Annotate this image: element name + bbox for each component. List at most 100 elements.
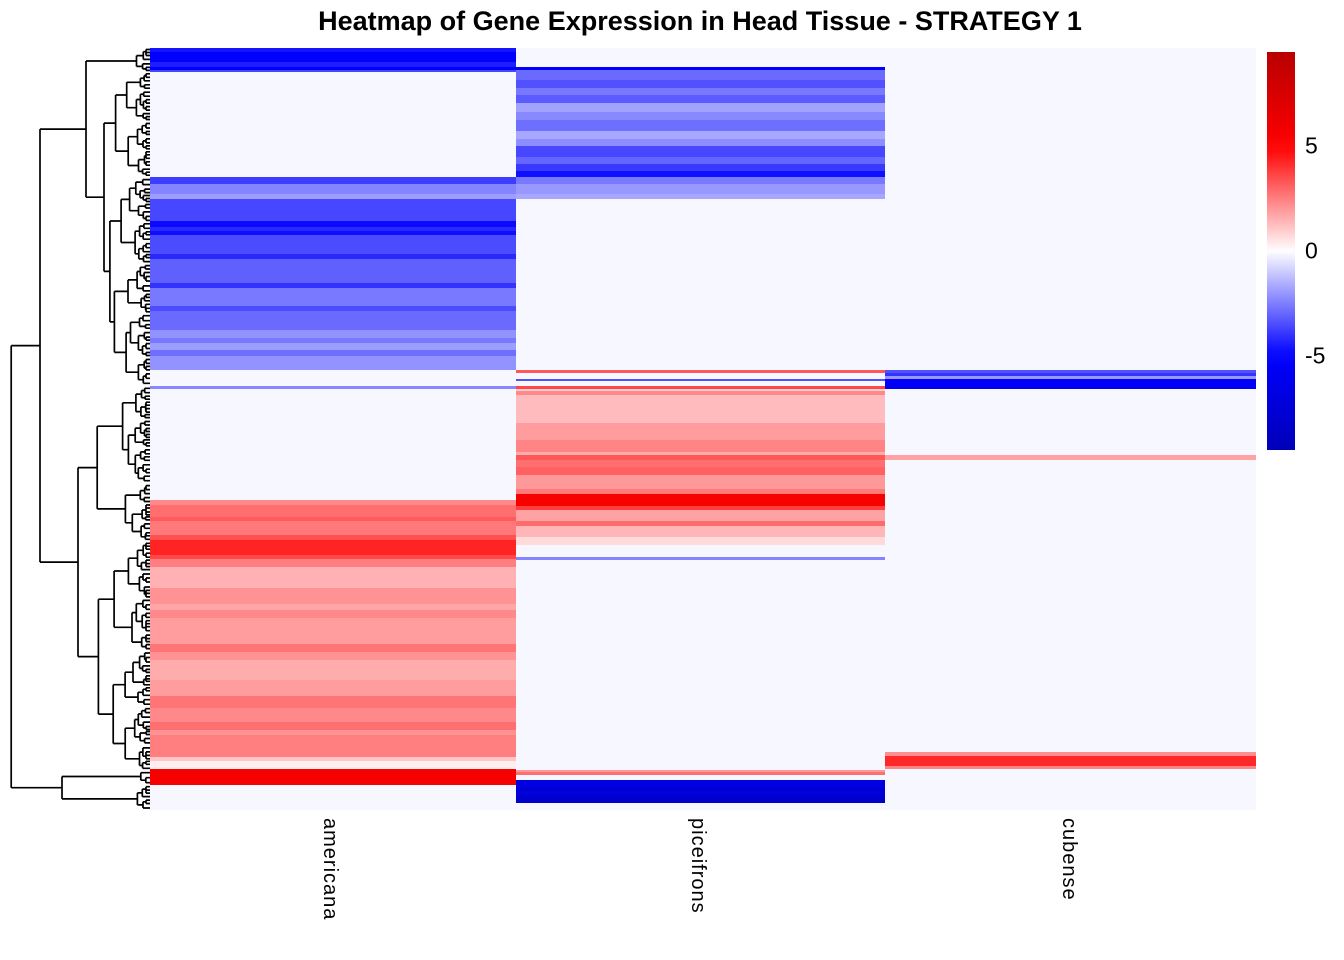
chart-title: Heatmap of Gene Expression in Head Tissu… [318, 6, 1082, 36]
heatmap-cell-band [150, 785, 516, 810]
heatmap-cell-band [516, 489, 885, 495]
heatmap-cell-band [150, 51, 516, 62]
column-label-piceifrons: piceifrons [687, 818, 709, 914]
heatmap-cell-band [150, 258, 516, 284]
heatmap-cell-band [516, 455, 885, 461]
heatmap-cell-band [516, 536, 885, 545]
heatmap-cell-band [516, 378, 885, 381]
heatmap-cell-band [150, 757, 516, 762]
heatmap-cell-band [150, 695, 516, 708]
heatmap-grid [150, 48, 1256, 810]
heatmap-cell-band [150, 306, 516, 312]
heatmap-cell-band [516, 369, 885, 373]
heatmap-cell-band [150, 220, 516, 227]
heatmap-cell-band [516, 780, 885, 789]
heatmap-cell-band [885, 369, 1256, 373]
heatmap-cell-band [516, 111, 885, 120]
heatmap-cell-band [150, 520, 516, 535]
heatmap-cell-band [150, 177, 516, 185]
heatmap-cell-band [150, 355, 516, 370]
colorbar-tick-label: -5 [1305, 342, 1326, 369]
heatmap-cell-band [516, 390, 885, 395]
heatmap-cell-band [516, 102, 885, 112]
heatmap-cell-band [516, 372, 885, 379]
heatmap-cell-band [150, 230, 516, 235]
heatmap-cell-band [516, 380, 885, 386]
heatmap-cell-band [150, 735, 516, 758]
heatmap-cell-band [516, 556, 885, 560]
heatmap-cell-band [516, 171, 885, 178]
heatmap-cell-band [150, 721, 516, 730]
heatmap-cell-band [150, 707, 516, 722]
heatmap-cell-band [516, 385, 885, 389]
heatmap-cell-band [150, 184, 516, 195]
column-label-americana: americana [319, 818, 341, 921]
heatmap-cell-band [150, 71, 516, 178]
heatmap-cell-band [885, 455, 1256, 461]
heatmap-cell-band [516, 164, 885, 172]
heatmap-cell-band [516, 139, 885, 147]
heatmap-cell-band [150, 330, 516, 339]
heatmap-cell-band [516, 194, 885, 199]
heatmap-cell-band [150, 769, 516, 786]
heatmap-cell-band [150, 253, 516, 259]
heatmap-cell-band [516, 467, 885, 476]
heatmap-cell-band [150, 283, 516, 289]
heatmap-cell-band [516, 525, 885, 537]
heatmap-cell-band [150, 566, 516, 589]
heatmap-cell-band [885, 388, 1256, 456]
colorbar-tick-label: 5 [1305, 132, 1318, 159]
heatmap-cell-band [150, 61, 516, 67]
heatmap-cell-band [150, 48, 516, 52]
heatmap-cell-band [516, 505, 885, 510]
heatmap-cell-band [150, 234, 516, 254]
heatmap-cell-band [516, 199, 885, 370]
heatmap-cell-band [150, 226, 516, 231]
heatmap-column-cubense [885, 48, 1256, 810]
heatmap-cell-band [516, 79, 885, 88]
heatmap-cell-band [150, 338, 516, 344]
heatmap-cell-band [150, 516, 516, 521]
heatmap-cell-band [516, 559, 885, 771]
heatmap-column-piceifrons [516, 48, 885, 810]
heatmap-cell-band [516, 520, 885, 526]
column-label-cubense: cubense [1058, 818, 1080, 901]
heatmap-cell-band [516, 184, 885, 195]
heatmap-cell-band [150, 588, 516, 605]
heatmap-cell-band [516, 460, 885, 468]
heatmap-cell-band [516, 795, 885, 804]
heatmap-cell-band [150, 288, 516, 307]
heatmap-cell-band [516, 146, 885, 158]
heatmap-cell-band [516, 544, 885, 557]
heatmap-cell-band [150, 610, 516, 619]
heatmap-cell-band [150, 385, 516, 389]
heatmap-cell-band [516, 775, 885, 781]
heatmap-cell-band [516, 791, 885, 796]
heatmap-cell-band [150, 199, 516, 221]
heatmap-cell-band [516, 788, 885, 792]
heatmap-cell-band [885, 380, 1256, 389]
heatmap-cell-band [150, 644, 516, 653]
heatmap-cell-band [150, 652, 516, 660]
heatmap-cell-band [516, 440, 885, 453]
dendrogram-branches [10, 48, 150, 809]
heatmap-cell-band [516, 388, 885, 391]
heatmap-cell-band [516, 772, 885, 776]
heatmap-cell-band [516, 131, 885, 140]
heatmap-cell-band [150, 505, 516, 517]
heatmap-cell-band [516, 803, 885, 810]
heatmap-cell-band [150, 618, 516, 645]
row-dendrogram [10, 48, 150, 809]
heatmap-cell-band [150, 194, 516, 199]
heatmap-cell-band [516, 452, 885, 456]
heatmap-cell-band [150, 350, 516, 356]
heatmap-cell-band [516, 475, 885, 490]
heatmap-cell-band [516, 94, 885, 103]
colorbar [1267, 52, 1295, 450]
heatmap-cell-band [516, 66, 885, 70]
colorbar-tick-label: 0 [1305, 237, 1318, 264]
heatmap-cell-band [885, 752, 1256, 757]
heatmap-cell-band [150, 534, 516, 540]
heatmap-cell-band [516, 509, 885, 521]
